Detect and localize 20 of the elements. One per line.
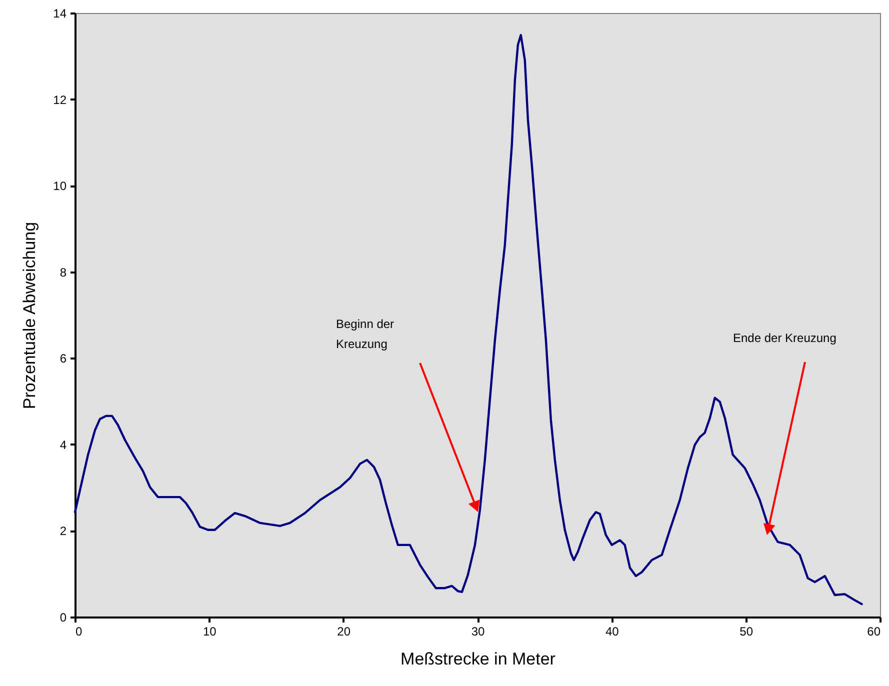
x-tick-label: 40 <box>605 624 620 638</box>
line-series <box>74 34 863 606</box>
y-tick-label: 10 <box>53 179 67 194</box>
annotation: Beginn der Kreuzung <box>336 317 394 351</box>
y-axis-title: Prozentuale Abweichung <box>20 222 40 410</box>
y-tick-label: 2 <box>60 524 67 538</box>
y-tick-label: 4 <box>60 438 67 452</box>
y-tick-label: 0 <box>60 610 67 624</box>
x-tick-label: 10 <box>202 624 217 638</box>
x-tick-label: 20 <box>337 624 351 638</box>
x-tick-label: 30 <box>471 624 485 638</box>
y-tick-label: 6 <box>60 352 67 366</box>
x-tick-label: 60 <box>867 624 881 638</box>
y-tick-label: 12 <box>53 92 67 107</box>
x-tick-label: 0 <box>76 624 82 638</box>
annotation: Ende der Kreuzung <box>733 331 836 345</box>
y-tick-label: 14 <box>53 6 67 20</box>
x-tick-label: 50 <box>740 624 754 638</box>
x-axis-title: Meßstrecke in Meter <box>400 650 556 668</box>
y-tick-label: 8 <box>60 265 67 280</box>
